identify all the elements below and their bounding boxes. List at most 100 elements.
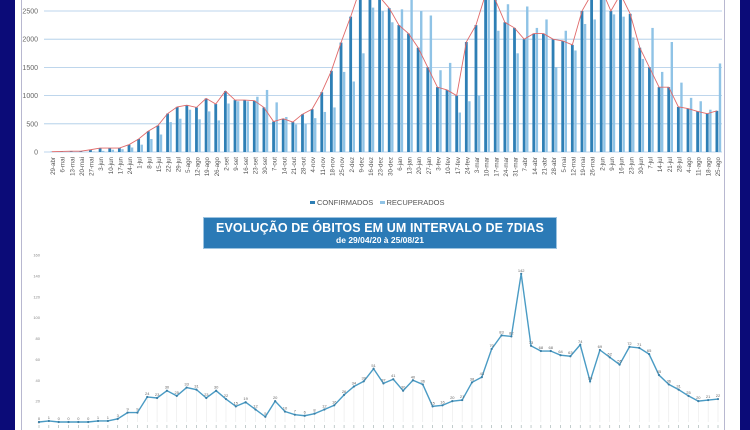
x-tick-label: 24-fev [464, 156, 471, 174]
bar-confirmados [561, 40, 565, 152]
bar-confirmados [484, 0, 487, 152]
bar-recuperados [150, 139, 153, 152]
bar-recuperados [371, 7, 375, 153]
bar-recuperados [506, 4, 510, 153]
x-tick-label: 10-jun [108, 156, 115, 174]
bar-confirmados [127, 144, 131, 152]
x-tick-label: 4-ago [686, 156, 693, 172]
x-tick-label: 17-fev [455, 156, 462, 174]
bar-recuperados [159, 134, 163, 152]
x-tick-label: 5-ago [185, 156, 192, 172]
bar-confirmados [146, 131, 150, 152]
bar-confirmados [195, 107, 198, 152]
bar-recuperados [121, 149, 124, 152]
bar-confirmados [436, 87, 439, 152]
bar-confirmados [426, 67, 430, 152]
x-tick-label: 3-mar [474, 157, 481, 173]
bar-recuperados [410, 0, 413, 153]
bar-confirmados [532, 33, 536, 153]
x-tick-label: 12-ago [195, 156, 202, 176]
x-tick-label: 8-jul [146, 157, 153, 169]
bar-recuperados [256, 96, 259, 152]
bar-recuperados [246, 101, 249, 152]
bar-recuperados [188, 109, 192, 152]
bar-recuperados [169, 122, 172, 152]
legend-swatch-confirmados [310, 201, 315, 204]
bar-recuperados [130, 147, 134, 152]
bar-recuperados [574, 50, 577, 153]
bar-confirmados [638, 47, 642, 152]
x-tick-label: 3-fev [436, 156, 443, 171]
bar-recuperados [699, 101, 702, 152]
bar-confirmados [214, 104, 218, 152]
bar-confirmados [542, 33, 545, 153]
bar-recuperados [622, 16, 625, 152]
x-tick-label: 18-nov [329, 156, 336, 176]
x-tick-label: 25-nov [339, 156, 346, 176]
trend-line-confirmados [51, 0, 718, 153]
bar-confirmados [580, 11, 584, 152]
bar-recuperados [294, 124, 298, 152]
deaths-chart-subtitle: de 29/04/20 à 25/08/21 [336, 235, 424, 245]
bar-recuperados [92, 151, 95, 152]
bar-recuperados [400, 9, 404, 153]
bar-recuperados [487, 0, 490, 152]
x-tick-label: 26-ago [214, 156, 221, 176]
bar-recuperados [660, 71, 664, 152]
x-tick-label: 6-mai [60, 157, 67, 172]
x-tick-label: 2-jun [599, 156, 606, 170]
bar-recuperados [304, 123, 307, 152]
bar-confirmados [522, 39, 526, 153]
bar-confirmados [503, 22, 507, 153]
bar-confirmados [320, 92, 324, 152]
bar-confirmados [590, 0, 594, 152]
bar-confirmados [89, 149, 92, 152]
x-tick-label: 30-dez [387, 157, 394, 176]
bar-confirmados [262, 107, 266, 152]
bar-confirmados [349, 16, 353, 152]
bar-confirmados [378, 0, 381, 153]
y-tick-label: 0 [34, 150, 38, 157]
bar-confirmados [108, 148, 112, 152]
x-tick-label: 17-mar [493, 157, 500, 177]
bar-recuperados [554, 67, 558, 152]
bar-recuperados [429, 15, 433, 153]
x-tick-label: 17-jun [117, 156, 124, 174]
x-tick-label: 9-set [233, 157, 240, 171]
x-tick-label: 23-dez [378, 157, 385, 176]
x-tick-label: 27-mai [89, 157, 96, 176]
x-tick-label: 28-out [301, 157, 308, 175]
bar-confirmados [513, 27, 516, 153]
bar-confirmados [686, 108, 690, 152]
x-tick-label: 5-mai [561, 157, 568, 172]
y-tick-label: 500 [26, 121, 38, 128]
bar-confirmados [474, 25, 478, 153]
x-tick-label: 21-out [291, 157, 298, 175]
x-tick-label: 15-jul [156, 157, 163, 172]
x-tick-label: 22-jul [166, 157, 173, 172]
x-tick-label: 23-jun [628, 156, 635, 174]
bar-recuperados [342, 71, 346, 152]
deaths-chart-title: EVOLUÇÃO DE ÓBITOS EM UM INTERVALO DE 7D… [216, 221, 544, 235]
x-tick-label: 10-mar [484, 157, 491, 177]
x-tick-label: 14-out [281, 157, 288, 175]
x-tick-label: 19-ago [204, 156, 211, 176]
bar-recuperados [265, 89, 269, 152]
bar-confirmados [551, 39, 555, 153]
legend-swatch-recuperados [379, 201, 385, 204]
bar-confirmados [676, 106, 680, 152]
bar-recuperados [526, 6, 529, 152]
bar-recuperados [448, 62, 452, 152]
bar-recuperados [497, 30, 500, 153]
bar-recuperados [468, 101, 471, 152]
bar-recuperados [545, 19, 548, 153]
bar-confirmados [416, 47, 420, 152]
bar-confirmados [252, 100, 256, 152]
x-tick-label: 16-dez [368, 157, 375, 176]
bar-confirmados [667, 87, 671, 152]
bar-confirmados [648, 67, 651, 152]
bar-confirmados [715, 110, 719, 152]
bar-recuperados [420, 11, 423, 152]
cases-legend: CONFIRMADOS RECUPERADOS [310, 198, 444, 207]
x-tick-label: 20-mai [79, 157, 86, 176]
